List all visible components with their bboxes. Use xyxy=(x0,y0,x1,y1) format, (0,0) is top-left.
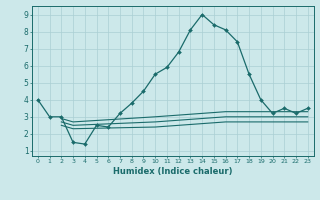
X-axis label: Humidex (Indice chaleur): Humidex (Indice chaleur) xyxy=(113,167,233,176)
